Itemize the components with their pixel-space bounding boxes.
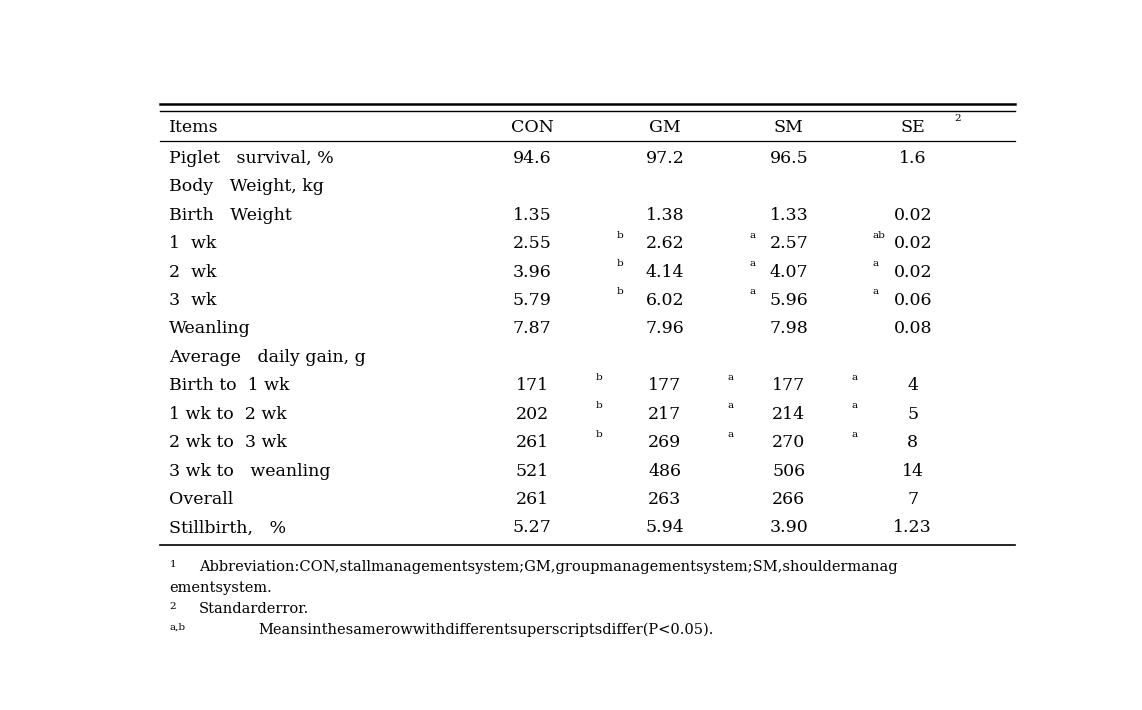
Text: 4: 4 bbox=[907, 377, 918, 394]
Text: 5.79: 5.79 bbox=[513, 292, 552, 309]
Text: Overall: Overall bbox=[169, 491, 234, 508]
Text: 1 wk to  2 wk: 1 wk to 2 wk bbox=[169, 405, 287, 422]
Text: 3.90: 3.90 bbox=[770, 520, 809, 537]
Text: 1.33: 1.33 bbox=[770, 207, 809, 224]
Text: 6.02: 6.02 bbox=[645, 292, 684, 309]
Text: 1.38: 1.38 bbox=[645, 207, 684, 224]
Text: 177: 177 bbox=[649, 377, 682, 394]
Text: Stillbirth,   %: Stillbirth, % bbox=[169, 520, 287, 537]
Text: 2 wk to  3 wk: 2 wk to 3 wk bbox=[169, 434, 287, 451]
Text: Birth to  1 wk: Birth to 1 wk bbox=[169, 377, 290, 394]
Text: 1: 1 bbox=[169, 560, 176, 569]
Text: SE: SE bbox=[900, 119, 925, 136]
Text: 5: 5 bbox=[907, 405, 918, 422]
Text: 2.57: 2.57 bbox=[770, 235, 809, 252]
Text: 7.96: 7.96 bbox=[645, 320, 684, 337]
Text: 3.96: 3.96 bbox=[513, 263, 552, 280]
Text: 2.55: 2.55 bbox=[513, 235, 552, 252]
Text: ab: ab bbox=[872, 231, 886, 239]
Text: Abbreviation:CON,stallmanagementsystem;GM,groupmanagementsystem;SM,shouldermanag: Abbreviation:CON,stallmanagementsystem;G… bbox=[199, 560, 898, 574]
Text: b: b bbox=[617, 259, 624, 268]
Text: a: a bbox=[852, 430, 858, 439]
Text: 97.2: 97.2 bbox=[645, 150, 684, 167]
Text: Standarderror.: Standarderror. bbox=[199, 602, 309, 616]
Text: a: a bbox=[749, 259, 755, 268]
Text: 4.14: 4.14 bbox=[645, 263, 684, 280]
Text: 1.35: 1.35 bbox=[513, 207, 552, 224]
Text: Birth   Weight: Birth Weight bbox=[169, 207, 292, 224]
Text: 2: 2 bbox=[955, 114, 962, 123]
Text: GM: GM bbox=[649, 119, 681, 136]
Text: a: a bbox=[727, 373, 734, 382]
Text: 261: 261 bbox=[515, 434, 549, 451]
Text: 96.5: 96.5 bbox=[770, 150, 809, 167]
Text: 521: 521 bbox=[515, 462, 549, 479]
Text: 94.6: 94.6 bbox=[513, 150, 552, 167]
Text: 14: 14 bbox=[902, 462, 924, 479]
Text: 177: 177 bbox=[772, 377, 805, 394]
Text: 3 wk to   weanling: 3 wk to weanling bbox=[169, 462, 331, 479]
Text: 5.27: 5.27 bbox=[513, 520, 552, 537]
Text: 0.02: 0.02 bbox=[893, 207, 932, 224]
Text: a: a bbox=[852, 401, 858, 410]
Text: 4.07: 4.07 bbox=[770, 263, 809, 280]
Text: a: a bbox=[749, 288, 755, 297]
Text: Piglet   survival, %: Piglet survival, % bbox=[169, 150, 335, 167]
Text: a,b: a,b bbox=[169, 623, 185, 632]
Text: Meansinthesamerowwithdifferentsuperscriptsdiffer(P<0.05).: Meansinthesamerowwithdifferentsuperscrip… bbox=[258, 623, 714, 637]
Text: 5.94: 5.94 bbox=[645, 520, 684, 537]
Text: 0.02: 0.02 bbox=[893, 235, 932, 252]
Text: b: b bbox=[617, 288, 624, 297]
Text: 214: 214 bbox=[772, 405, 805, 422]
Text: 0.06: 0.06 bbox=[893, 292, 932, 309]
Text: 0.08: 0.08 bbox=[893, 320, 932, 337]
Text: 7.98: 7.98 bbox=[770, 320, 809, 337]
Text: 270: 270 bbox=[772, 434, 805, 451]
Text: 261: 261 bbox=[515, 491, 549, 508]
Text: a: a bbox=[749, 231, 755, 239]
Text: Average   daily gain, g: Average daily gain, g bbox=[169, 349, 367, 366]
Text: CON: CON bbox=[510, 119, 554, 136]
Text: 1.23: 1.23 bbox=[893, 520, 932, 537]
Text: 506: 506 bbox=[772, 462, 805, 479]
Text: a: a bbox=[727, 401, 734, 410]
Text: b: b bbox=[595, 430, 602, 439]
Text: Body   Weight, kg: Body Weight, kg bbox=[169, 178, 324, 195]
Text: ementsystem.: ementsystem. bbox=[169, 581, 272, 595]
Text: b: b bbox=[617, 231, 624, 239]
Text: a: a bbox=[872, 259, 879, 268]
Text: 2  wk: 2 wk bbox=[169, 263, 217, 280]
Text: 202: 202 bbox=[515, 405, 549, 422]
Text: 7.87: 7.87 bbox=[513, 320, 552, 337]
Text: a: a bbox=[852, 373, 858, 382]
Text: 0.02: 0.02 bbox=[893, 263, 932, 280]
Text: 171: 171 bbox=[515, 377, 549, 394]
Text: 8: 8 bbox=[907, 434, 918, 451]
Text: Items: Items bbox=[169, 119, 219, 136]
Text: 269: 269 bbox=[649, 434, 682, 451]
Text: 5.96: 5.96 bbox=[770, 292, 809, 309]
Text: a: a bbox=[872, 288, 879, 297]
Text: 217: 217 bbox=[649, 405, 682, 422]
Text: SM: SM bbox=[774, 119, 804, 136]
Text: 7: 7 bbox=[907, 491, 918, 508]
Text: 2.62: 2.62 bbox=[645, 235, 684, 252]
Text: 1  wk: 1 wk bbox=[169, 235, 217, 252]
Text: 266: 266 bbox=[772, 491, 805, 508]
Text: 3  wk: 3 wk bbox=[169, 292, 217, 309]
Text: 2: 2 bbox=[169, 602, 176, 611]
Text: 486: 486 bbox=[649, 462, 682, 479]
Text: b: b bbox=[595, 373, 602, 382]
Text: 263: 263 bbox=[649, 491, 682, 508]
Text: a: a bbox=[727, 430, 734, 439]
Text: 1.6: 1.6 bbox=[899, 150, 926, 167]
Text: Weanling: Weanling bbox=[169, 320, 251, 337]
Text: b: b bbox=[595, 401, 602, 410]
